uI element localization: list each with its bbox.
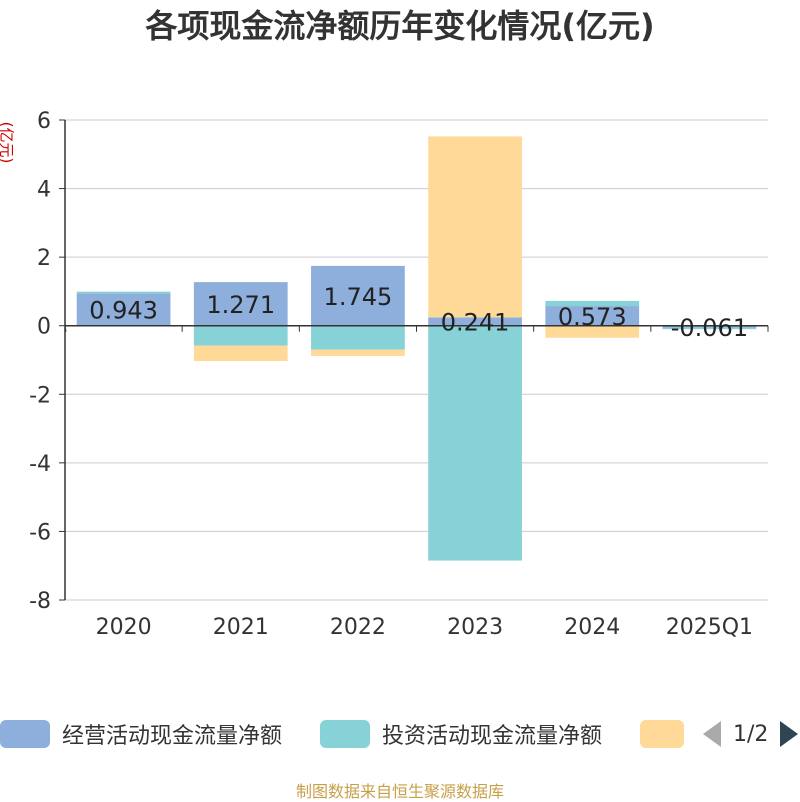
data-source-note: 制图数据来自恒生聚源数据库 (295, 782, 504, 801)
x-tick-label: 2022 (330, 615, 386, 640)
bar-2-2021 (193, 345, 288, 362)
legend-label-investing: 投资活动现金流量净额 (382, 724, 603, 749)
y-tick-label: -4 (29, 452, 51, 477)
axes: -8 -6 -4 -2 0 2 4 6 2020 2021 2022 2023 2024 2025Q1 (29, 109, 769, 640)
y-tick-label: 0 (37, 315, 51, 340)
y-axis-unit: (亿元) (0, 121, 16, 164)
bar-1-2022 (311, 325, 405, 350)
x-tick-label: 2020 (96, 615, 152, 640)
legend-label-operating: 经营活动现金流量净额 (62, 724, 283, 749)
bar-2-2024 (545, 325, 640, 338)
bar-0-2022 (311, 265, 405, 326)
y-tick-label: -2 (29, 383, 51, 408)
bar-1-2025Q1 (662, 327, 757, 330)
data-label-2021: 1.271 (206, 291, 275, 319)
legend-item-investing[interactable]: 投资活动现金流量净额 (320, 712, 602, 756)
data-label-2024: 0.573 (558, 303, 627, 331)
data-label-2020: 0.943 (89, 297, 158, 325)
bar-1-2021 (193, 325, 288, 346)
x-tick-label: 2025Q1 (666, 615, 753, 640)
bar-0-2025Q1 (662, 325, 757, 328)
y-tick-label: 6 (37, 109, 51, 134)
data-label-2022: 1.745 (324, 283, 393, 311)
legend-swatch-investing (320, 720, 370, 748)
chart-title: 各项现金流净额历年变化情况(亿元) (145, 7, 655, 45)
bar-2-2023 (428, 136, 522, 318)
bars (76, 136, 757, 561)
next-page-icon[interactable] (780, 721, 799, 747)
bar-1-2024 (545, 300, 640, 307)
legend-page-number: 1/2 (733, 721, 769, 747)
bar-0-2023 (428, 317, 522, 326)
data-label-2023: 0.241 (441, 309, 510, 337)
legend-item-financing[interactable] (640, 712, 684, 756)
y-tick-label: -8 (29, 589, 51, 614)
prev-page-icon[interactable] (703, 721, 721, 747)
bar-0-2021 (193, 282, 288, 326)
x-tick-label: 2024 (564, 615, 620, 640)
data-label-2025Q1: -0.061 (671, 314, 748, 342)
bar-1-2020 (76, 291, 171, 294)
data-labels: 0.943 1.271 1.745 0.241 0.573 -0.061 (89, 283, 748, 342)
bar-0-2020 (76, 293, 171, 326)
legend: 经营活动现金流量净额 投资活动现金流量净额 (0, 712, 800, 756)
legend-swatch-operating (0, 720, 50, 748)
x-tick-label: 2023 (447, 615, 503, 640)
bar-1-2023 (428, 325, 522, 561)
bar-0-2024 (545, 306, 640, 326)
legend-item-operating[interactable]: 经营活动现金流量净额 (0, 712, 282, 756)
bar-2-2022 (311, 349, 405, 356)
y-tick-label: 2 (37, 246, 51, 271)
x-tick (64, 325, 67, 332)
legend-swatch-financing (640, 720, 684, 748)
grid-lines (65, 119, 768, 601)
y-tick-label: -6 (29, 520, 51, 545)
chart-canvas: -8 -6 -4 -2 0 2 4 6 2020 2021 2022 2023 2024 2025Q1 0… (29, 109, 769, 640)
x-tick-label: 2021 (213, 615, 269, 640)
legend-pager: 1/2 (700, 712, 800, 756)
y-tick-label: 4 (37, 178, 51, 203)
